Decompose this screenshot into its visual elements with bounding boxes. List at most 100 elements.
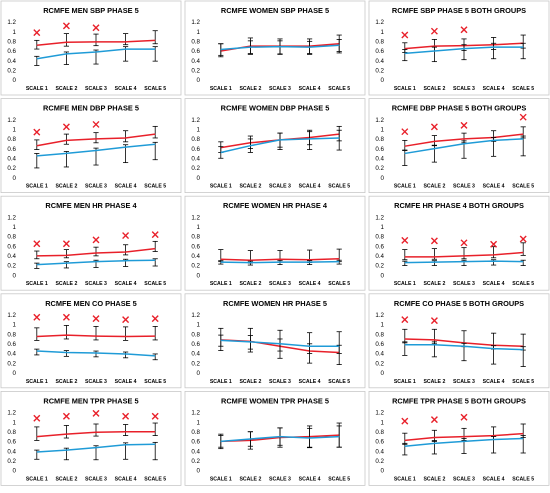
y-tick-label: 1 <box>197 322 201 329</box>
marker-stroke <box>490 240 498 248</box>
marker-stroke <box>430 237 438 245</box>
y-tick-label: 0.6 <box>7 146 16 153</box>
y-tick-label: 1 <box>13 224 17 231</box>
significance-marker <box>92 24 100 32</box>
y-tick-label: 0.6 <box>375 341 384 348</box>
significance-marker <box>401 31 409 39</box>
y-tick-label: 1.2 <box>191 312 200 319</box>
x-tick-label: SCALE 5 <box>144 379 166 385</box>
x-tick-label: SCALE 4 <box>299 86 321 92</box>
x-tick-label: SCALE 4 <box>483 184 505 190</box>
y-tick-label: 0.2 <box>191 165 200 172</box>
marker-stroke <box>62 22 70 30</box>
x-tick-label: SCALE 3 <box>269 379 291 385</box>
marker-stroke <box>460 26 468 34</box>
panel-frame <box>368 0 550 96</box>
blue-series-line <box>36 443 156 453</box>
y-tick-label: 0.2 <box>191 68 200 75</box>
x-tick-label: SCALE 3 <box>453 476 475 482</box>
x-tick-label: SCALE 1 <box>210 379 232 385</box>
blue-series-line <box>220 260 340 264</box>
y-tick-label: 0.2 <box>7 68 16 75</box>
y-tick-label: 0.4 <box>191 253 200 260</box>
x-tick-label: SCALE 4 <box>483 379 505 385</box>
panel-frame <box>184 195 366 291</box>
marker-stroke <box>430 416 438 424</box>
significance-marker <box>430 416 438 424</box>
y-tick-label: 0.8 <box>191 429 200 436</box>
y-tick-label: 0.6 <box>7 243 16 250</box>
y-tick-label: 0.6 <box>191 439 200 446</box>
marker-stroke <box>430 123 438 131</box>
x-tick-label: SCALE 2 <box>55 184 77 190</box>
x-tick-label: SCALE 1 <box>394 86 416 92</box>
y-tick-label: 0 <box>197 272 201 279</box>
panel-frame <box>184 98 366 193</box>
blue-series-line <box>220 339 340 347</box>
marker-stroke <box>460 239 468 247</box>
y-tick-label: 0.8 <box>7 136 16 143</box>
y-tick-label: 0.6 <box>191 341 200 348</box>
significance-marker <box>430 27 438 35</box>
chart-panel: RCMFE DBP PHASE 5 BOTH GROUPS 0 0.2 0.4 0.6 0… <box>368 98 550 193</box>
x-tick-label: SCALE 1 <box>394 281 416 287</box>
y-tick-label: 0.2 <box>7 165 16 172</box>
significance-marker <box>460 239 468 247</box>
x-tick-label: SCALE 2 <box>423 281 445 287</box>
y-tick-label: 0.6 <box>7 439 16 446</box>
chart-title: RCMFE SBP PHASE 5 BOTH GROUPS <box>392 6 526 15</box>
y-tick-label: 0.2 <box>191 360 200 367</box>
blue-series-line <box>404 437 524 447</box>
y-tick-label: 0.6 <box>375 146 384 153</box>
x-tick-label: SCALE 2 <box>239 184 261 190</box>
x-tick-label: SCALE 2 <box>423 476 445 482</box>
y-tick-label: 1 <box>197 29 201 36</box>
x-tick-label: SCALE 3 <box>269 476 291 482</box>
chart-panel: RCMFE CO PHASE 5 BOTH GROUPS 0 0.2 0.4 0.6 0.… <box>368 293 550 389</box>
significance-marker <box>33 313 41 321</box>
blue-series-line <box>404 46 524 55</box>
chart-title: RCMFE TPR PHASE 5 BOTH GROUPS <box>392 396 526 405</box>
y-tick-label: 0.2 <box>191 458 200 465</box>
significance-marker <box>122 232 130 240</box>
x-tick-label: SCALE 3 <box>85 476 107 482</box>
x-tick-label: SCALE 5 <box>328 184 350 190</box>
y-tick-label: 1 <box>197 126 201 133</box>
blue-series-line <box>220 137 340 154</box>
x-tick-label: SCALE 1 <box>394 379 416 385</box>
x-tick-label: SCALE 1 <box>394 476 416 482</box>
chart-panel: RCMFE HR PHASE 4 BOTH GROUPS 0 0.2 0.4 0.6 0.… <box>368 195 550 291</box>
marker-stroke <box>401 236 409 244</box>
significance-marker <box>519 235 527 243</box>
x-tick-label: SCALE 4 <box>115 86 137 92</box>
marker-stroke <box>92 236 100 244</box>
marker-stroke <box>122 232 130 240</box>
significance-marker <box>62 313 70 321</box>
marker-stroke <box>33 414 41 422</box>
chart-title: RCMFE WOMEN SBP PHASE 5 <box>221 6 329 15</box>
significance-marker <box>62 22 70 30</box>
marker-stroke <box>62 240 70 248</box>
marker-stroke <box>92 409 100 417</box>
chart-panel: RCMFE MEN CO PHASE 5 0 0.2 0.4 0.6 0.8 1 1.2 SCA… <box>0 293 182 389</box>
x-tick-label: SCALE 4 <box>299 281 321 287</box>
x-tick-label: SCALE 1 <box>394 184 416 190</box>
y-tick-label: 0.2 <box>375 165 384 172</box>
y-tick-label: 0.6 <box>7 341 16 348</box>
y-tick-label: 0.4 <box>7 448 16 455</box>
y-tick-label: 0.6 <box>191 243 200 250</box>
marker-stroke <box>151 231 159 239</box>
x-tick-label: SCALE 3 <box>85 86 107 92</box>
significance-marker <box>92 120 100 128</box>
y-tick-label: 1.2 <box>375 214 384 221</box>
y-tick-label: 0.8 <box>191 39 200 46</box>
significance-marker <box>401 128 409 136</box>
y-tick-label: 0.4 <box>7 351 16 358</box>
y-tick-label: 0.2 <box>375 68 384 75</box>
x-tick-label: SCALE 5 <box>512 476 534 482</box>
x-tick-label: SCALE 3 <box>453 86 475 92</box>
chart-title: RCMFE DBP PHASE 5 BOTH GROUPS <box>392 104 527 113</box>
red-series-line <box>404 133 524 147</box>
y-tick-label: 1 <box>197 419 201 426</box>
y-tick-label: 0.8 <box>375 331 384 338</box>
